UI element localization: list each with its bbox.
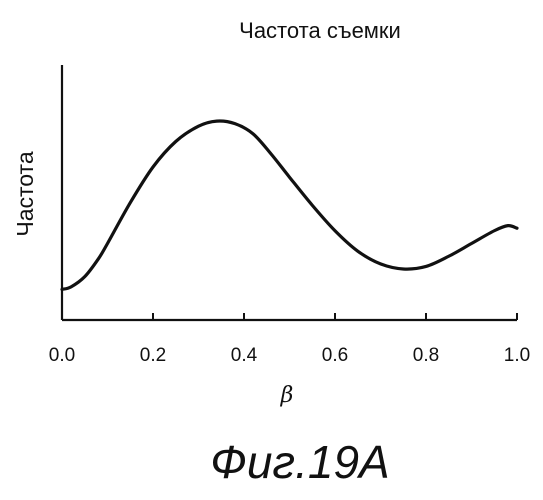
- x-tick-label: 0.8: [413, 345, 439, 366]
- series-group: [62, 121, 517, 289]
- x-tick-label: 0.6: [322, 345, 348, 366]
- x-axis-label: β: [280, 383, 294, 408]
- x-tick-label: 1.0: [504, 345, 530, 366]
- x-tick-label: 0.2: [140, 345, 166, 366]
- series-line: [62, 121, 517, 289]
- x-tick-labels: 0.0 0.2 0.4 0.6 0.8 1.0: [49, 345, 530, 366]
- x-tick-label: 0.4: [231, 345, 258, 366]
- x-tick-label: 0.0: [49, 345, 75, 366]
- figure-caption: Фиг.19А: [210, 436, 389, 488]
- y-axis-label: Частота: [12, 151, 38, 236]
- axes: [62, 65, 517, 320]
- chart-title: Частота съемки: [239, 18, 401, 43]
